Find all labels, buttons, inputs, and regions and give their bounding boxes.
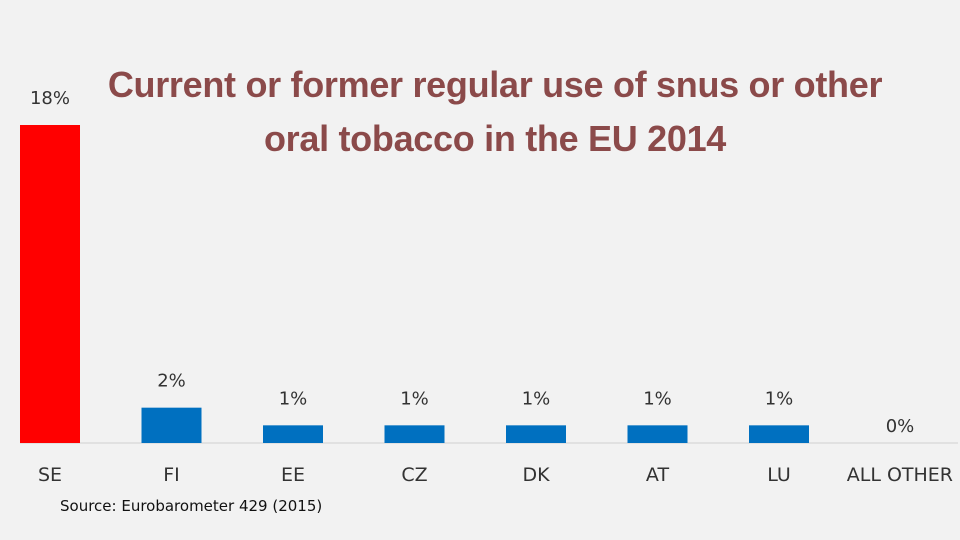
bar-ee bbox=[263, 425, 323, 443]
data-label-cz: 1% bbox=[400, 388, 429, 409]
source-note: Source: Eurobarometer 429 (2015) bbox=[60, 497, 323, 515]
chart-title: Current or former regular use of snus or… bbox=[107, 64, 883, 159]
category-label-all-other: ALL OTHER bbox=[847, 464, 953, 486]
category-label-lu: LU bbox=[767, 464, 791, 486]
bar-at bbox=[627, 425, 688, 443]
data-label-se: 18% bbox=[30, 88, 70, 109]
category-label-se: SE bbox=[38, 464, 62, 486]
bar-cz bbox=[384, 425, 445, 443]
bar-lu bbox=[749, 425, 809, 443]
category-label-cz: CZ bbox=[401, 464, 427, 486]
category-label-ee: EE bbox=[281, 464, 305, 486]
data-label-ee: 1% bbox=[279, 388, 308, 409]
category-label-fi: FI bbox=[163, 464, 180, 486]
bar-se bbox=[20, 125, 80, 443]
data-label-lu: 1% bbox=[765, 388, 794, 409]
data-label-dk: 1% bbox=[522, 388, 551, 409]
category-label-dk: DK bbox=[522, 464, 550, 486]
data-label-all-other: 0% bbox=[886, 416, 915, 437]
bar-fi bbox=[141, 407, 202, 443]
data-label-at: 1% bbox=[643, 388, 672, 409]
data-label-fi: 2% bbox=[157, 371, 186, 392]
bar-dk bbox=[506, 425, 566, 443]
category-label-at: AT bbox=[646, 464, 670, 486]
